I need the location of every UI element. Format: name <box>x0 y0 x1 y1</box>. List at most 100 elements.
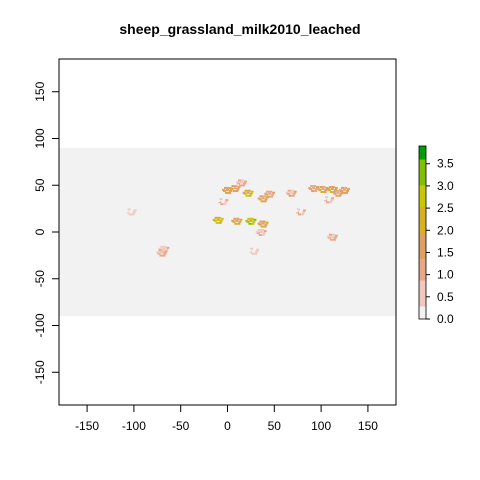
legend-swatch <box>419 249 426 255</box>
raster-cell <box>334 234 338 237</box>
raster-cell <box>346 189 350 192</box>
raster-cell <box>291 194 295 197</box>
raster-cell <box>156 251 160 254</box>
legend-swatch <box>419 180 426 186</box>
x-axis: -150 -100 -50 0 50 100 150 <box>75 404 378 433</box>
x-tick-label: -50 <box>172 419 190 433</box>
raster-cell <box>347 187 351 190</box>
feature-north-africa-west <box>217 198 229 206</box>
raster-cell <box>315 188 319 191</box>
raster-cell <box>330 199 334 202</box>
raster-cell <box>133 209 137 212</box>
feature-central-asia <box>285 189 297 197</box>
raster-cell <box>237 222 241 225</box>
raster-cell <box>333 236 337 239</box>
raster-cell <box>300 208 304 211</box>
legend-swatch <box>419 171 426 177</box>
raster-cell <box>314 190 318 193</box>
raster-cell <box>212 218 216 221</box>
raster-cell <box>227 186 230 189</box>
feature-caucasus <box>264 190 276 198</box>
raster-cell <box>334 189 338 192</box>
raster-cell <box>224 186 227 189</box>
raster-cell <box>326 201 330 204</box>
feature-indochina <box>326 233 338 241</box>
raster-cell <box>239 184 243 187</box>
raster-cell <box>312 187 316 190</box>
raster-cell <box>222 198 226 201</box>
raster-cell <box>262 220 266 223</box>
raster-cell <box>250 217 254 220</box>
x-tick-label: -150 <box>75 419 99 433</box>
raster-cell <box>216 218 220 221</box>
legend-swatch <box>419 219 426 225</box>
raster-cell <box>261 197 265 200</box>
raster-cell <box>267 195 271 198</box>
raster-cell <box>163 252 167 255</box>
raster-cell <box>246 191 250 194</box>
raster-cell <box>254 252 258 255</box>
legend-swatch <box>419 241 426 246</box>
raster-cell <box>259 231 263 233</box>
raster-cell <box>128 213 132 216</box>
legend-swatch <box>419 206 426 212</box>
raster-cell <box>337 189 341 192</box>
raster-cell <box>344 186 348 189</box>
legend-swatch <box>419 301 426 307</box>
raster-cell <box>225 199 229 202</box>
raster-cell <box>165 248 169 251</box>
raster-cell <box>293 190 297 193</box>
raster-cell <box>289 191 293 194</box>
raster-cell <box>266 190 270 193</box>
raster-cell <box>320 190 324 193</box>
raster-cell <box>319 185 323 188</box>
raster-cell <box>329 238 333 241</box>
raster-cell <box>317 187 321 190</box>
legend-swatch <box>419 293 426 298</box>
raster-cell <box>250 190 254 193</box>
raster-cell <box>247 189 251 192</box>
x-tick-label: 150 <box>358 419 378 433</box>
raster-cell <box>270 195 274 198</box>
raster-cell <box>295 210 299 213</box>
raster-cell <box>269 190 273 193</box>
raster-cell <box>297 208 301 211</box>
raster-cell <box>166 246 170 249</box>
legend-swatch <box>419 158 426 164</box>
raster-cell <box>322 185 326 188</box>
raster-cell <box>261 222 265 225</box>
raster-cell <box>233 187 237 190</box>
raster-cell <box>220 203 224 206</box>
raster-cell <box>220 217 224 220</box>
raster-cell <box>308 187 312 190</box>
raster-cell <box>127 208 131 211</box>
raster-cell <box>265 221 269 224</box>
feature-middle-east <box>257 195 269 203</box>
raster-cell <box>235 190 239 193</box>
raster-cell <box>342 191 346 194</box>
raster-cell <box>251 222 255 225</box>
raster-cell <box>226 188 229 191</box>
raster-cell <box>255 250 259 253</box>
raster-cell <box>159 254 163 257</box>
raster-cell <box>323 190 327 193</box>
legend-swatch <box>419 275 426 281</box>
raster-cell <box>257 222 261 225</box>
raster-cell <box>252 249 256 252</box>
y-tick-label: -150 <box>33 360 47 384</box>
raster-cell <box>243 182 247 185</box>
legend-tick-label: 0.0 <box>437 312 454 326</box>
feature-east-africa <box>255 229 267 236</box>
raster-cell <box>331 233 335 236</box>
feature-india <box>295 208 307 216</box>
raster-cell <box>327 198 331 201</box>
raster-cell <box>303 209 307 212</box>
raster-cell <box>219 198 223 201</box>
legend-swatch <box>419 184 426 190</box>
raster-cell <box>290 189 294 192</box>
raster-cell <box>250 247 254 250</box>
legend-swatch <box>419 245 426 251</box>
raster-cell <box>158 249 162 252</box>
raster-cell <box>263 230 267 232</box>
legend-swatch <box>419 154 426 160</box>
